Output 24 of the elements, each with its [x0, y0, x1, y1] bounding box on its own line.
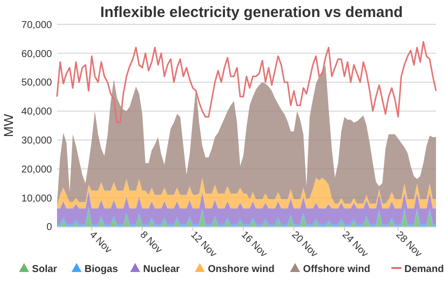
y-tick-label: 30,000: [21, 136, 52, 146]
chart-title: Inflexible electricity generation vs demand: [100, 4, 403, 21]
legend-label: Biogas: [84, 264, 118, 275]
y-tick-label: 0: [46, 222, 52, 234]
y-axis-title: MW: [1, 113, 16, 138]
y-tick-label: 20,000: [21, 164, 52, 176]
x-tick-label: 8 Nov: [138, 230, 164, 256]
y-tick-label: 60,000: [21, 48, 52, 60]
x-tick-label: 12 Nov: [188, 230, 218, 260]
line-series: [56, 40, 437, 124]
x-tick-label: 28 Nov: [394, 230, 424, 260]
y-tick-label: 50,000: [21, 78, 52, 89]
legend-label: Solar: [32, 264, 58, 275]
x-tick-label: 16 Nov: [238, 230, 269, 260]
x-tick-label: 4 Nov: [87, 230, 114, 256]
legend-label: Nuclear: [143, 264, 180, 275]
y-tick-label: 70,000: [21, 20, 52, 31]
legend-label: Offshore wind: [303, 264, 370, 275]
x-tick-label: 20 Nov: [289, 230, 320, 260]
legend-label: Onshore wind: [208, 264, 275, 275]
y-tick-label: 10,000: [21, 193, 52, 204]
x-tick-label: 24 Nov: [340, 230, 370, 260]
legend-label: Demand: [404, 264, 444, 275]
y-tick-label: 40,000: [21, 106, 52, 118]
